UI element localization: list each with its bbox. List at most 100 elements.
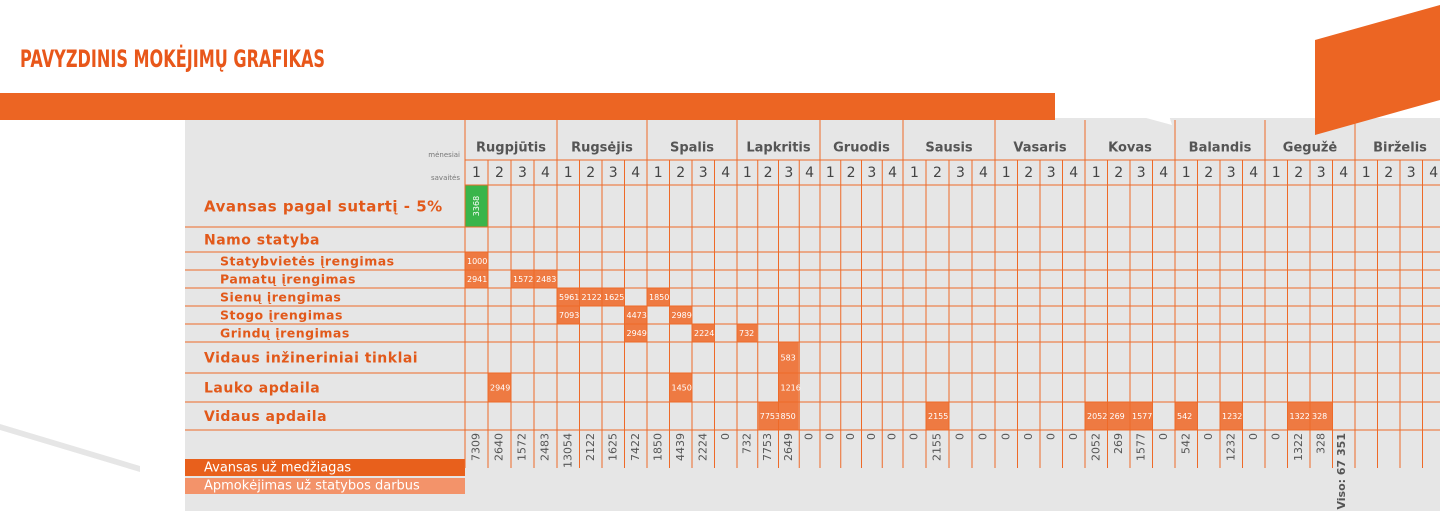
cell-value: 1322 xyxy=(1290,412,1310,421)
cell-value: 1216 xyxy=(781,384,801,393)
week-label: 4 xyxy=(541,165,550,181)
cell-value: 2941 xyxy=(467,275,487,284)
week-label: 2 xyxy=(1294,165,1303,181)
cell-value: 328 xyxy=(1312,412,1327,421)
column-total: 0 xyxy=(1022,433,1035,440)
cell-value: 732 xyxy=(739,329,754,338)
column-total: 7753 xyxy=(761,433,774,461)
legend-works-box xyxy=(185,478,465,494)
cell-value: 5961 xyxy=(559,293,579,302)
week-label: 4 xyxy=(1069,165,1078,181)
cell-value: 1232 xyxy=(1222,412,1242,421)
cell-highlight xyxy=(557,288,579,306)
column-total: 0 xyxy=(908,433,921,440)
column-total: 0 xyxy=(865,433,878,440)
column-total: 2649 xyxy=(782,433,795,461)
month-label: Lapkritis xyxy=(746,141,811,156)
column-total: 2122 xyxy=(584,433,597,461)
week-label: 4 xyxy=(805,165,814,181)
column-total: 0 xyxy=(719,433,732,440)
month-label: Rugpjūtis xyxy=(476,141,546,156)
column-total: 1577 xyxy=(1134,433,1147,461)
table-background xyxy=(185,118,1440,511)
cell-value: 583 xyxy=(781,354,796,363)
week-label: 1 xyxy=(1002,165,1011,181)
cell-highlight xyxy=(580,288,602,306)
row-label: Pamatų įrengimas xyxy=(220,272,356,287)
week-label: 1 xyxy=(564,165,573,181)
month-label: Spalis xyxy=(670,141,714,156)
title-paper xyxy=(0,16,1172,125)
row-label: Statybvietės įrengimas xyxy=(220,254,395,269)
cell-highlight xyxy=(779,342,799,373)
column-total: 2155 xyxy=(931,433,944,461)
column-total: 542 xyxy=(1179,433,1192,454)
cell-value: 1450 xyxy=(672,384,692,393)
cell-value: 1572 xyxy=(513,275,533,284)
week-label: 1 xyxy=(1182,165,1191,181)
column-total: 0 xyxy=(977,433,990,440)
cell-highlight xyxy=(465,252,488,270)
cell-value: 542 xyxy=(1177,412,1192,421)
column-total: 7422 xyxy=(629,433,642,461)
week-label: 2 xyxy=(1384,165,1393,181)
week-label: 4 xyxy=(1159,165,1168,181)
cell-highlight xyxy=(779,373,799,402)
cell-highlight xyxy=(511,270,534,288)
week-label: 2 xyxy=(676,165,685,181)
decor-right xyxy=(1315,5,1440,135)
cell-value: 3368 xyxy=(472,196,481,216)
legend-works: Apmokėjimas už statybos darbus xyxy=(204,479,420,494)
column-total: 2483 xyxy=(539,433,552,461)
cell-highlight xyxy=(737,324,758,342)
week-label: 1 xyxy=(1362,165,1371,181)
week-label: 3 xyxy=(1137,165,1146,181)
title-bar xyxy=(0,93,1055,120)
cell-value: 7753 xyxy=(760,412,780,421)
grand-total: Viso: 67 351 xyxy=(1335,433,1348,510)
column-total: 0 xyxy=(1269,433,1282,440)
weeks-caption: savaitės xyxy=(431,174,460,182)
week-label: 2 xyxy=(1024,165,1033,181)
week-label: 2 xyxy=(1114,165,1123,181)
week-label: 1 xyxy=(472,165,481,181)
week-label: 2 xyxy=(933,165,942,181)
column-total: 2224 xyxy=(696,433,709,461)
cell-value: 269 xyxy=(1110,412,1125,421)
page-title: PAVYZDINIS MOKĖJIMŲ GRAFIKAS xyxy=(20,44,325,73)
column-total: 0 xyxy=(999,433,1012,440)
column-total: 0 xyxy=(886,433,899,440)
column-total: 1322 xyxy=(1292,433,1305,461)
cell-highlight xyxy=(670,306,692,324)
column-total: 2052 xyxy=(1089,433,1102,461)
week-label: 3 xyxy=(1047,165,1056,181)
cell-highlight xyxy=(779,402,799,430)
column-total: 13054 xyxy=(561,433,574,468)
week-label: 4 xyxy=(888,165,897,181)
week-label: 1 xyxy=(910,165,919,181)
week-label: 4 xyxy=(1429,165,1438,181)
cell-highlight xyxy=(926,402,949,430)
week-label: 3 xyxy=(1407,165,1416,181)
cell-highlight xyxy=(602,288,624,306)
week-label: 1 xyxy=(654,165,663,181)
cell-value: 2949 xyxy=(490,384,510,393)
week-label: 1 xyxy=(826,165,835,181)
cell-highlight xyxy=(758,402,778,430)
cell-highlight xyxy=(465,185,488,227)
column-total: 0 xyxy=(1157,433,1170,440)
week-label: 1 xyxy=(743,165,752,181)
legend-materials-box xyxy=(185,459,465,476)
column-total: 0 xyxy=(1202,433,1215,440)
cell-value: 2483 xyxy=(536,275,556,284)
column-total: 2640 xyxy=(493,433,506,461)
week-label: 2 xyxy=(495,165,504,181)
row-label: Grindų įrengimas xyxy=(220,326,350,341)
week-label: 4 xyxy=(1339,165,1348,181)
week-label: 4 xyxy=(1249,165,1258,181)
cell-value: 2155 xyxy=(928,412,948,421)
cell-value: 2224 xyxy=(694,329,714,338)
week-label: 2 xyxy=(586,165,595,181)
cell-value: 1850 xyxy=(649,293,669,302)
